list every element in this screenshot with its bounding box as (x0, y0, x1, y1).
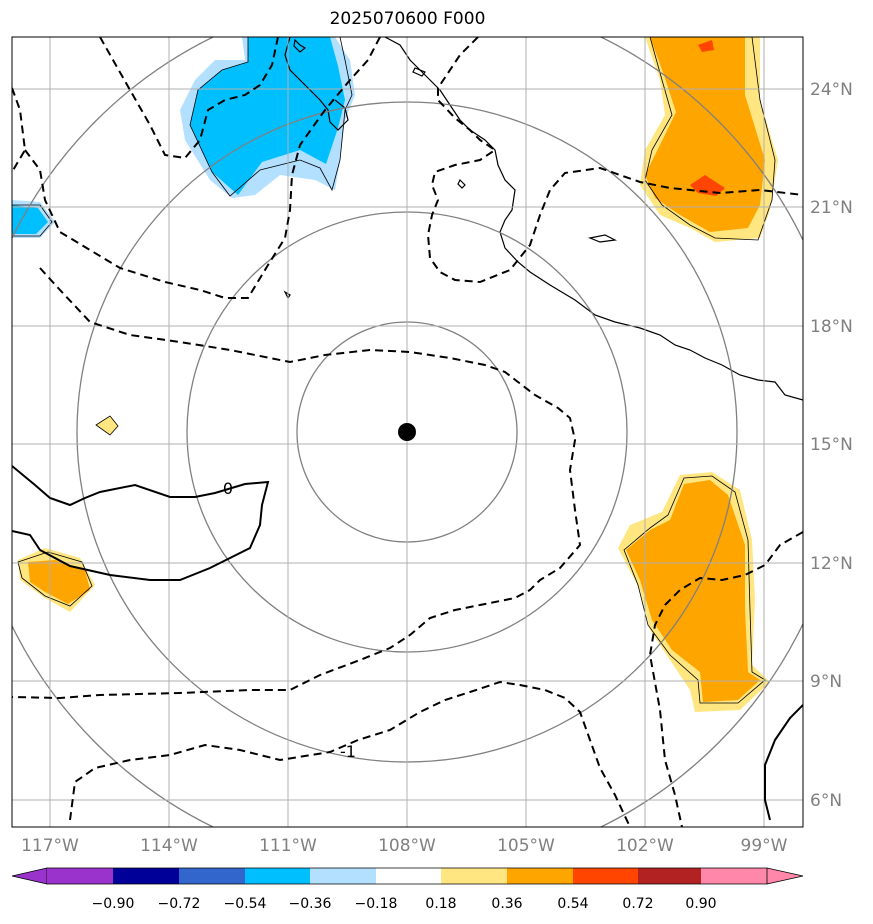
coastline (283, 37, 803, 401)
colorbar-extend-low (11, 867, 48, 885)
lon-tick-label: 108°W (378, 836, 436, 856)
colorbar-tick-label: −0.36 (289, 896, 332, 912)
colorbar-tick-label: −0.54 (224, 896, 267, 912)
lat-tick-label: 9°N (810, 672, 842, 692)
orange-anomaly-area-west (18, 548, 95, 612)
lat-tick-label: 24°N (810, 80, 853, 100)
colorbar-segment (179, 868, 245, 884)
lat-tick-label: 15°N (810, 435, 853, 455)
solid-contours (12, 465, 803, 821)
dashed-contours (12, 37, 803, 827)
colorbar-tick-label: −0.72 (158, 896, 201, 912)
colorbar-segment (701, 868, 767, 884)
colorbar-tick-label: 0.90 (685, 896, 716, 912)
small-yellow-patch (95, 415, 119, 436)
orange-anomaly-area-northeast (640, 37, 778, 242)
colorbar-tick-label: −0.18 (355, 896, 398, 912)
map-border (11, 36, 804, 828)
colorbar-extend-high (766, 867, 804, 885)
blue-anomaly-area-west (12, 200, 55, 238)
colorbar-tick-label: 0.54 (557, 896, 588, 912)
map-title: 2025070600 F000 (329, 9, 486, 29)
storm-center-marker (398, 423, 416, 441)
colorbar-segment (310, 868, 376, 884)
colorbar-tick-label: 0.18 (425, 896, 456, 912)
lat-tick-label: 21°N (810, 198, 853, 218)
lat-tick-labels: 24°N 21°N 18°N 15°N 12°N 9°N 6°N (810, 80, 853, 811)
lon-tick-label: 111°W (259, 836, 317, 856)
colorbar-tick-labels: −0.90 −0.72 −0.54 −0.36 −0.18 0.18 0.36 … (92, 896, 717, 912)
anomaly-outlines (12, 37, 776, 704)
colorbar-tick-label: 0.72 (622, 896, 653, 912)
colorbar-segment (441, 868, 507, 884)
colorbar-segment (638, 868, 701, 884)
colorbar-tick-label: −0.90 (92, 896, 135, 912)
colorbar: −0.90 −0.72 −0.54 −0.36 −0.18 0.18 0.36 … (11, 867, 804, 912)
colorbar-segment (376, 868, 441, 884)
lat-tick-label: 6°N (810, 791, 842, 811)
contour-label-minus-one: -1 (340, 742, 356, 761)
colorbar-segment (113, 868, 179, 884)
orange-anomaly-area-east (618, 472, 770, 712)
colorbar-segment (507, 868, 573, 884)
colorbar-segment (573, 868, 638, 884)
contour-label-zero: 0 (223, 479, 233, 498)
lon-tick-labels: 117°W 114°W 111°W 108°W 105°W 102°W 99°W (21, 836, 788, 856)
colorbar-segment (47, 868, 113, 884)
lon-tick-label: 105°W (497, 836, 555, 856)
lon-tick-label: 102°W (616, 836, 674, 856)
lon-tick-label: 99°W (741, 836, 788, 856)
colorbar-tick-label: 0.36 (491, 896, 522, 912)
lon-tick-label: 114°W (140, 836, 198, 856)
lat-tick-label: 12°N (810, 554, 853, 574)
lat-tick-label: 18°N (810, 317, 853, 337)
colorbar-segment (245, 868, 310, 884)
lon-tick-label: 117°W (21, 836, 79, 856)
